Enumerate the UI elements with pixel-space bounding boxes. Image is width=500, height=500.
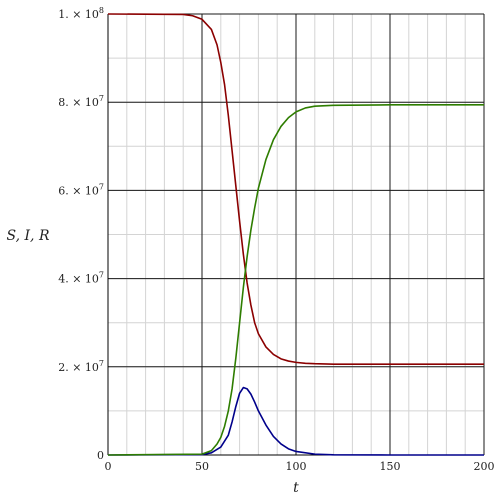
y-tick-exponent: 7	[99, 359, 104, 368]
y-tick-exponent: 7	[99, 94, 104, 103]
y-tick-mantissa: 8. × 10	[58, 96, 99, 109]
x-tick-label: 150	[380, 460, 401, 473]
y-tick-label: 2. × 107	[58, 359, 104, 374]
y-tick-mantissa: 1. × 10	[58, 8, 99, 21]
y-axis-label: S, I, R	[7, 228, 50, 244]
x-tick-label: 100	[286, 460, 307, 473]
series-line-3	[107, 104, 484, 456]
x-tick-label: 200	[474, 460, 495, 473]
y-tick-exponent: 7	[99, 271, 104, 280]
y-tick-label: 4. × 107	[58, 271, 104, 286]
x-tick-label: 0	[105, 460, 112, 473]
y-tick-mantissa: 6. × 10	[58, 184, 99, 197]
grid	[107, 13, 485, 456]
y-tick-exponent: 7	[99, 182, 104, 191]
y-tick-label: 6. × 107	[58, 182, 104, 197]
y-tick-mantissa: 2. × 10	[58, 361, 99, 374]
y-tick-label: 8. × 107	[58, 94, 104, 109]
series-line-2	[107, 386, 484, 456]
series-group	[107, 13, 484, 456]
y-tick-exponent: 8	[99, 6, 104, 15]
y-tick-label: 0	[97, 449, 104, 462]
y-tick-mantissa: 4. × 10	[58, 273, 99, 286]
x-tick-label: 50	[195, 460, 209, 473]
y-tick-mantissa: 0	[97, 449, 104, 462]
y-tick-label: 1. × 108	[58, 6, 104, 21]
x-axis-label: t	[293, 480, 299, 496]
series-line-1	[107, 13, 484, 365]
